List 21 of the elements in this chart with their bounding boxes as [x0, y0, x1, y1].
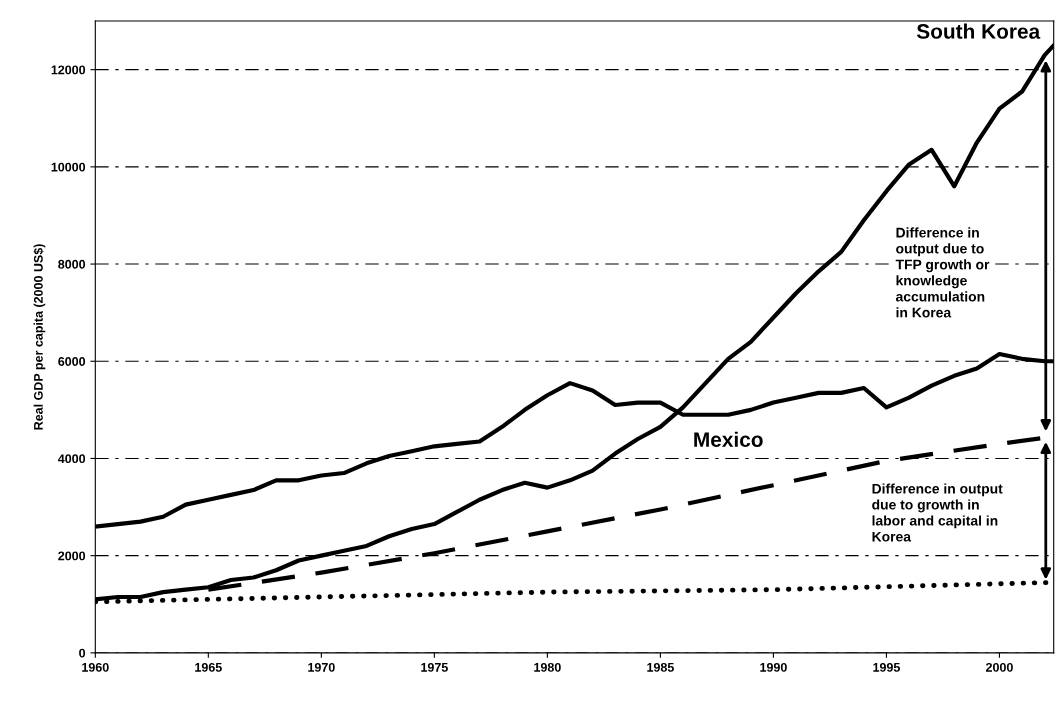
x-tick-label: 2000	[985, 662, 1013, 672]
y-tick-label: 12000	[51, 65, 86, 75]
annotation: Difference in output due to TFP growth or knowledge accumulation in Korea	[895, 227, 990, 318]
y-tick-label: 4000	[57, 454, 86, 464]
series-label: South Korea	[916, 23, 1041, 39]
series-label: Mexico	[694, 431, 763, 448]
y-tick-label: 6000	[58, 357, 86, 366]
y-axis-title: Real GDP per capita (2000 US$)	[33, 244, 46, 430]
x-tick-label: 1990	[760, 662, 787, 672]
y-tick-label: 8000	[58, 259, 86, 269]
x-tick-label: 1975	[421, 662, 448, 672]
x-tick-label: 1965	[195, 662, 222, 672]
x-tick-label: 1985	[647, 662, 674, 672]
x-tick-label: 1960	[82, 662, 109, 672]
x-tick-label: 1970	[308, 662, 335, 672]
y-tick-label: 2000	[58, 551, 86, 561]
y-tick-label: 10000	[51, 162, 86, 172]
x-tick-label: 1980	[534, 662, 561, 672]
x-tick-label: 1995	[873, 662, 900, 672]
y-tick-label: 0	[79, 648, 86, 658]
annotation: Difference in output due to growth in labor and capital in Korea	[872, 483, 1003, 542]
